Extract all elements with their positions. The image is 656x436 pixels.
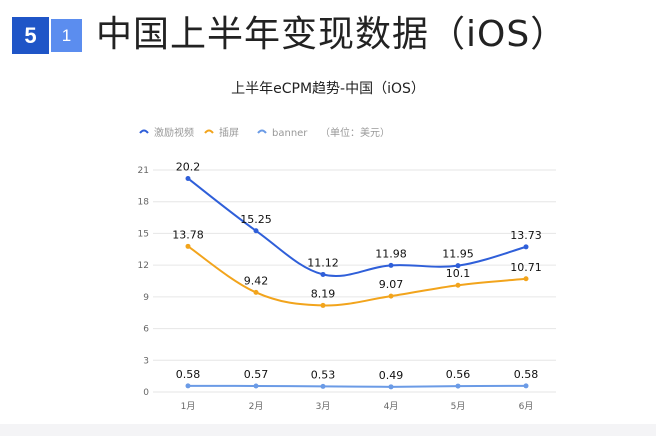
data-label: 10.1 [446,267,471,280]
legend-label: 激励视频 [154,126,194,139]
data-label: 0.56 [446,368,471,381]
data-point [320,271,326,277]
y-tick-label: 12 [138,261,149,271]
data-point [320,383,326,389]
data-point [388,384,394,390]
x-tick-label: 5月 [451,401,466,412]
y-tick-label: 15 [138,229,149,239]
data-label: 0.53 [311,368,336,381]
data-labels: 20.2 15.25 11.12 11.98 11.95 13.73 13.78 9.42 8.… [172,160,542,381]
series-line [187,384,527,388]
data-label: 10.71 [510,261,542,274]
data-label: 0.58 [514,368,539,381]
x-tick-label: 6月 [519,401,534,412]
data-point [253,289,259,295]
data-label: 0.57 [244,368,269,381]
data-label: 11.95 [442,248,474,261]
legend-swatch [204,129,214,134]
chart-legend: 激励视频 插屏 banner （单位：美元） [139,126,390,139]
data-point [320,302,326,308]
data-point [455,383,461,389]
x-tick-label: 3月 [316,401,331,412]
data-label: 9.42 [244,274,269,287]
chart-series [185,175,529,390]
chart-title: 上半年eCPM趋势-中国（iOS） [231,81,425,97]
y-tick-label: 9 [143,293,149,303]
bottom-band [0,424,656,436]
data-label: 13.78 [172,228,204,241]
data-point [455,282,461,288]
legend-label: banner [272,128,308,139]
data-point [388,262,394,268]
data-point [523,383,529,389]
y-tick-label: 3 [143,356,149,366]
data-point [185,383,191,389]
legend-swatch [257,129,267,134]
data-point [185,243,191,249]
data-point [523,244,529,250]
y-axis: 0 3 6 9 12 15 18 21 [138,166,150,398]
data-label: 0.58 [176,368,201,381]
data-label: 11.98 [375,247,407,260]
data-label: 13.73 [510,229,542,242]
y-tick-label: 0 [143,388,149,398]
legend-swatch [139,129,149,134]
y-tick-label: 6 [143,325,149,335]
legend-label: 插屏 [219,126,239,139]
data-point [185,175,191,181]
section-number-badge: 5 [12,17,49,54]
data-label: 8.19 [311,287,336,300]
data-label: 15.25 [240,213,272,226]
data-label: 0.49 [379,369,404,382]
unit-note: （单位：美元） [320,126,390,139]
sub-number-badge: 1 [51,19,82,52]
y-tick-label: 21 [138,166,149,176]
data-point [523,276,529,282]
data-point [253,383,259,389]
x-axis: 1月 2月 3月 4月 5月 6月 [181,401,534,412]
x-tick-label: 1月 [181,401,196,412]
series-line [187,245,527,307]
y-tick-label: 18 [138,198,150,208]
page-title: 中国上半年变现数据（iOS） [96,14,568,55]
chart-grid [153,169,556,393]
data-point [253,228,259,234]
x-tick-label: 2月 [249,401,264,412]
data-label: 11.12 [307,256,339,269]
data-point [388,293,394,299]
data-point [455,263,461,269]
data-label: 9.07 [379,278,404,291]
x-tick-label: 4月 [384,401,399,412]
data-label: 20.2 [176,160,201,173]
series-line [187,177,527,277]
